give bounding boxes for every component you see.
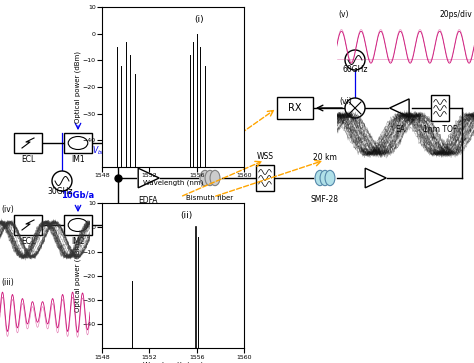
- Ellipse shape: [325, 170, 335, 185]
- Text: (v): (v): [338, 10, 348, 19]
- Text: 10Gb/a: 10Gb/a: [62, 191, 94, 200]
- Text: (iv): (iv): [2, 205, 15, 215]
- Bar: [64, 133, 92, 153]
- Ellipse shape: [315, 170, 325, 185]
- Bar: [277, 97, 313, 119]
- Bar: [14, 133, 42, 153]
- Text: 1nm TOF: 1nm TOF: [423, 125, 457, 134]
- Text: 60GHz: 60GHz: [342, 65, 368, 74]
- Y-axis label: Optical power (dBm): Optical power (dBm): [74, 51, 81, 123]
- Circle shape: [52, 171, 72, 191]
- Text: SMF-28: SMF-28: [311, 195, 339, 204]
- Text: ECL: ECL: [21, 237, 35, 246]
- Text: (ii): (ii): [180, 211, 192, 220]
- Ellipse shape: [68, 219, 88, 232]
- Text: ECL: ECL: [21, 155, 35, 164]
- Text: 20 km: 20 km: [313, 153, 337, 162]
- X-axis label: Wavelength (nm): Wavelength (nm): [143, 180, 203, 186]
- X-axis label: Wavelength (nm): Wavelength (nm): [143, 361, 203, 363]
- Ellipse shape: [320, 170, 330, 185]
- Ellipse shape: [200, 170, 210, 185]
- Circle shape: [345, 50, 365, 70]
- Text: RX: RX: [288, 103, 302, 113]
- Bar: [431, 95, 449, 121]
- Text: Bismuth fiber: Bismuth fiber: [186, 195, 234, 201]
- Polygon shape: [138, 168, 159, 188]
- Text: WSS: WSS: [256, 152, 273, 161]
- Y-axis label: Optical power (dBm): Optical power (dBm): [74, 240, 81, 312]
- Text: (vi): (vi): [339, 97, 352, 106]
- Text: (i): (i): [194, 15, 204, 24]
- Text: EDFA: EDFA: [138, 196, 158, 205]
- Ellipse shape: [205, 170, 215, 185]
- Bar: [256, 165, 274, 191]
- Text: EA: EA: [395, 125, 405, 134]
- Polygon shape: [390, 99, 409, 117]
- Bar: [64, 215, 92, 235]
- Text: (iii): (iii): [2, 278, 15, 287]
- Ellipse shape: [68, 136, 88, 150]
- Circle shape: [345, 98, 365, 118]
- Text: IM1: IM1: [71, 155, 85, 164]
- Text: $V_{bias}$: $V_{bias}$: [92, 145, 110, 157]
- Text: IM2: IM2: [71, 237, 85, 246]
- Ellipse shape: [210, 170, 220, 185]
- Bar: [14, 215, 42, 235]
- Text: 20ps/div: 20ps/div: [440, 10, 473, 19]
- Polygon shape: [365, 168, 386, 188]
- Text: 30GHz: 30GHz: [47, 187, 73, 196]
- Text: 2m: 2m: [204, 153, 216, 162]
